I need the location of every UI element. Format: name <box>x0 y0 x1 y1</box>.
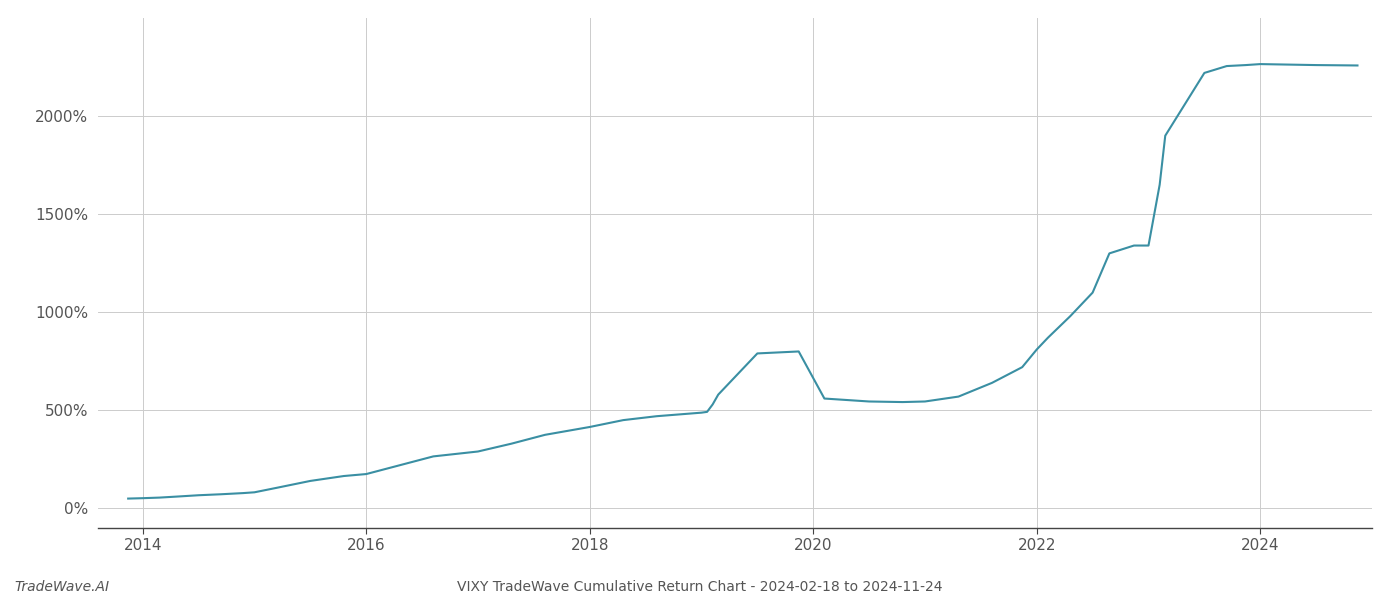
Text: TradeWave.AI: TradeWave.AI <box>14 580 109 594</box>
Text: VIXY TradeWave Cumulative Return Chart - 2024-02-18 to 2024-11-24: VIXY TradeWave Cumulative Return Chart -… <box>458 580 942 594</box>
